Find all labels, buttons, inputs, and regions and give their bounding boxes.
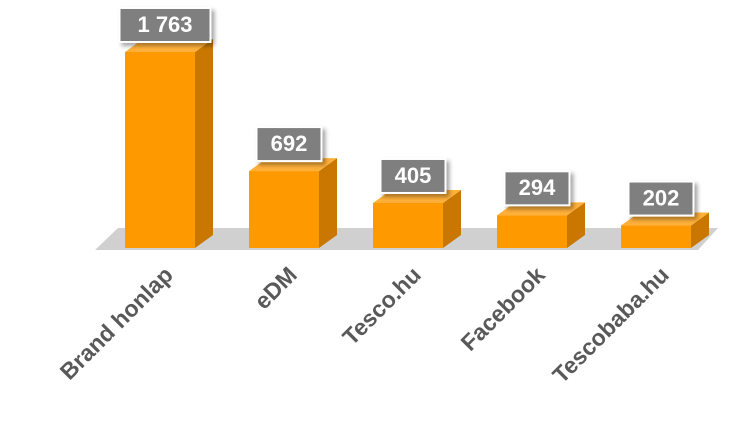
bar-side xyxy=(567,202,585,248)
value-label: 202 xyxy=(643,185,680,210)
bar xyxy=(125,52,195,248)
bar xyxy=(249,171,319,248)
bar-side xyxy=(443,189,461,248)
value-label-box xyxy=(255,126,323,163)
bar xyxy=(621,225,691,248)
bar-side xyxy=(195,39,213,248)
bar-side xyxy=(691,212,709,248)
value-label-box xyxy=(503,170,571,207)
value-label-box xyxy=(627,180,695,217)
value-label: 1 763 xyxy=(137,12,192,37)
value-label: 692 xyxy=(271,131,308,156)
bar xyxy=(497,215,567,248)
value-label-box xyxy=(379,157,447,194)
x-tick-label: Tesco.hu xyxy=(337,261,426,350)
value-label-box xyxy=(118,7,212,43)
bar xyxy=(373,202,443,248)
x-tick-label: Brand honlap xyxy=(55,261,178,384)
bar-side xyxy=(319,158,337,248)
x-tick-label: eDM xyxy=(249,261,302,314)
value-label: 405 xyxy=(395,163,432,188)
x-tick-label: Facebook xyxy=(456,261,550,355)
x-tick-label: Tescobaba.hu xyxy=(547,261,674,388)
value-label: 294 xyxy=(519,175,556,200)
